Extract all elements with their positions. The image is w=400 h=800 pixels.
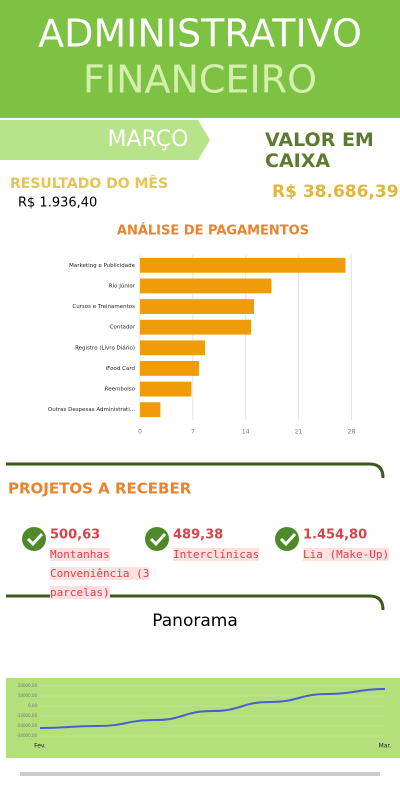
y-tick-label: 10000,00 (18, 693, 38, 698)
y-tick-label: 20000,00 (18, 683, 38, 688)
line (39, 688, 386, 729)
y-tick-label: Reembolso (105, 387, 136, 393)
y-tick-label: Rio Júnior (109, 282, 136, 289)
check-mark (279, 532, 297, 547)
line-chart-bg (6, 678, 400, 758)
bar (140, 257, 346, 273)
cash-label-box: VALOR EM CAIXA (265, 130, 374, 172)
cash-label: VALOR EM CAIXA (265, 130, 374, 172)
bar (140, 299, 255, 314)
bar (140, 402, 161, 418)
x-tick-label: 28 (348, 429, 356, 436)
x-tick-label: Fev. (34, 743, 46, 750)
chart-title: Panorama (152, 611, 237, 631)
header-title: ADMINISTRATIVO (38, 12, 362, 56)
header-subtitle: FINANCEIRO (83, 58, 317, 102)
x-tick-label: Mar. (379, 743, 392, 750)
y-tick-label: Marketing e Publicidade (69, 263, 135, 269)
check-icon (22, 527, 46, 551)
receivable-value: 1.454,80 (303, 528, 367, 543)
receivable-name-box: Lia (Make-Up) (303, 548, 390, 561)
section-title: PROJETOS A RECEBER (8, 480, 192, 498)
chart-title: ANÁLISE DE PAGAMENTOS (117, 223, 309, 239)
header-bg (0, 0, 400, 118)
check-icon (275, 527, 299, 551)
receivable-value: 500,63 (50, 528, 100, 543)
divider (6, 462, 385, 479)
x-tick-label: 14 (242, 429, 250, 436)
receivable-value: 489,38 (173, 528, 223, 543)
bar (140, 278, 272, 294)
x-tick-label: 7 (191, 429, 195, 436)
y-tick-label: Outras Despesas Administrati... (48, 407, 135, 413)
y-tick-label: -20000,00 (16, 723, 37, 728)
y-tick-label: 0,00 (28, 703, 37, 708)
receivable-name-box: Interclínicas (173, 548, 260, 561)
y-tick-label: -10000,00 (16, 713, 37, 718)
result-label: RESULTADO DO MÊS (10, 175, 168, 192)
y-tick-label: Cursos e Treinamentos (72, 304, 135, 310)
receivable-name: Lia (Make-Up) (303, 548, 390, 561)
y-tick-label: Registro (Livro Diário) (75, 344, 135, 351)
result-value: R$ 1.936,40 (18, 196, 97, 211)
y-tick-label: Contador (110, 325, 136, 331)
y-tick-label: iFood Card (106, 366, 135, 372)
check-mark (149, 532, 167, 547)
divider (6, 594, 385, 611)
y-tick-label: -30000,00 (16, 733, 37, 738)
bar (140, 319, 252, 335)
receivable-name: Montanhas Conveniência (3 parcelas) (50, 548, 150, 599)
scrollbar (20, 772, 380, 776)
receivable-name: Interclínicas (173, 548, 260, 561)
x-tick-label: 21 (295, 429, 303, 436)
month: MARÇO (108, 127, 189, 152)
month-banner (0, 120, 210, 160)
bar (140, 340, 205, 356)
check-icon (145, 527, 169, 551)
cash-value: R$ 38.686,39 (272, 182, 399, 202)
x-tick-label: 0 (138, 429, 142, 436)
receivable-name-box: Montanhas Conveniência (3 parcelas) (50, 548, 150, 599)
bar (140, 381, 192, 397)
check-mark (26, 532, 44, 547)
bar (140, 361, 199, 376)
